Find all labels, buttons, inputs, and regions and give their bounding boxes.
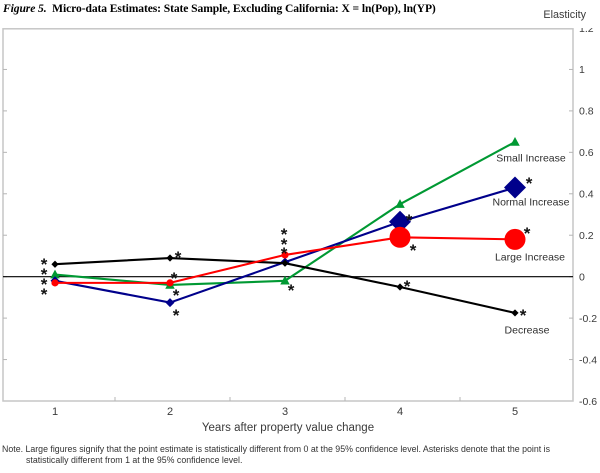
asterisk-annotation: *	[41, 265, 48, 284]
footnote-line-1: Note. Large figures signify that the poi…	[2, 444, 550, 454]
asterisk-annotation: *	[281, 235, 288, 254]
x-tick-label: 1	[52, 406, 58, 418]
x-axis-title: Years after property value change	[202, 422, 374, 434]
series-label-decrease: Decrease	[505, 325, 550, 337]
x-tick-label: 5	[512, 406, 518, 418]
asterisk-annotation: *	[281, 225, 288, 244]
footnote: Note. Large figures signify that the poi…	[2, 444, 598, 467]
series-label-large-increase: Large Increase	[495, 252, 565, 264]
asterisk-annotation: *	[173, 286, 180, 305]
asterisk-annotation: *	[406, 211, 413, 230]
data-point-decrease-year-4	[396, 283, 404, 291]
y-tick-label: 0.2	[579, 230, 594, 242]
asterisk-annotation: *	[41, 285, 48, 304]
figure-title: Figure 5. Micro-data Estimates: State Sa…	[3, 2, 436, 15]
asterisk-annotation: *	[524, 224, 531, 243]
data-point-large-increase-year-1	[51, 279, 59, 287]
asterisk-annotation: *	[410, 241, 417, 260]
data-point-large-increase-year-2	[166, 279, 174, 287]
chart-plot-area: 1.2 1 0.8 0.6 0.4 0.2 0 -0.2 -0.4 -0.6 1 2 3 4 5 Years …	[2, 28, 597, 434]
data-point-small-increase-year-4	[395, 199, 405, 208]
y-tick-label: 1	[579, 64, 585, 76]
data-point-normal-increase-year-5	[504, 176, 526, 199]
x-tick-label: 4	[397, 406, 403, 418]
asterisk-annotation: *	[404, 277, 411, 296]
y-tick-label: 0.6	[579, 147, 594, 159]
y-tick-label: 1.2	[579, 28, 594, 35]
asterisk-annotation: *	[175, 248, 182, 267]
footnote-line-2: statistically different from 1 at the 95…	[26, 455, 243, 466]
y-tick-label: -0.2	[579, 313, 597, 325]
data-point-normal-increase-year-2	[165, 298, 175, 308]
plot-border	[2, 28, 574, 402]
y-tick-label: -0.4	[579, 354, 597, 366]
figure-number: Figure 5.	[3, 2, 47, 15]
asterisk-annotation: *	[526, 174, 533, 193]
y-tick-label: 0.8	[579, 106, 594, 118]
asterisk-annotation: *	[288, 281, 295, 300]
asterisk-annotation: *	[171, 269, 178, 288]
x-tick-label: 2	[167, 406, 173, 418]
data-point-small-increase-year-1	[50, 269, 60, 279]
asterisk-annotation: *	[520, 306, 527, 325]
data-point-small-increase-year-5	[510, 136, 520, 146]
data-point-large-increase-year-5	[504, 228, 526, 250]
data-point-decrease-year-1	[51, 260, 59, 268]
x-tick-label: 3	[282, 406, 288, 418]
y-tick-label: 0.4	[579, 189, 594, 201]
series-label-normal-increase: Normal Increase	[492, 197, 569, 209]
data-point-large-increase-year-3	[281, 251, 289, 259]
asterisk-annotation: *	[281, 244, 288, 263]
asterisk-annotation: *	[41, 275, 48, 294]
data-point-large-increase-year-4	[389, 226, 411, 248]
data-point-decrease-year-5	[511, 309, 519, 317]
data-point-normal-increase-year-4	[389, 210, 411, 233]
asterisk-annotation: *	[41, 255, 48, 274]
series-label-small-increase: Small Increase	[496, 153, 566, 165]
figure-title-text: Micro-data Estimates: State Sample, Excl…	[52, 2, 436, 15]
asterisk-annotation: *	[173, 306, 180, 325]
data-point-small-increase-year-3	[280, 275, 290, 285]
y-tick-label: -0.6	[579, 396, 597, 408]
y-axis-title: Elasticity	[543, 9, 586, 21]
y-tick-label: 0	[579, 271, 585, 283]
